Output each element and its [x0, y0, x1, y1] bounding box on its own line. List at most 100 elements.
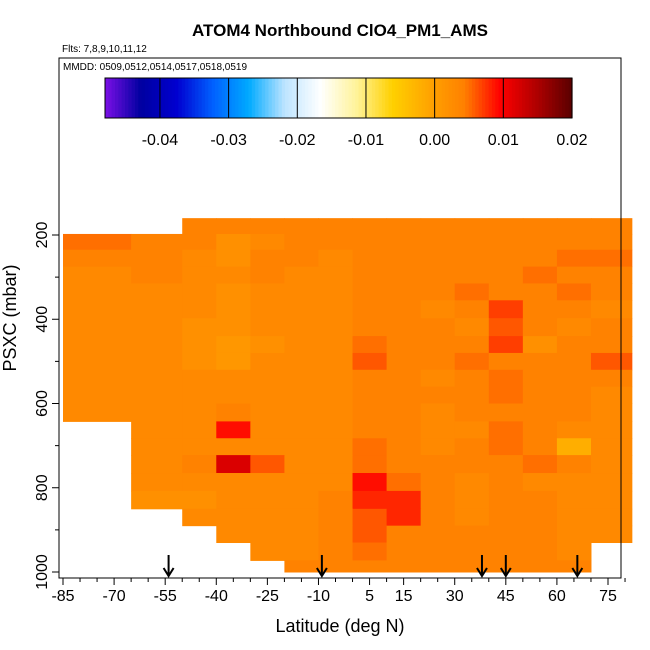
colorbar-segment	[338, 78, 343, 118]
colorbar-segment	[291, 78, 296, 118]
heatmap-cell	[590, 266, 633, 284]
colorbar-segment	[225, 78, 230, 118]
colorbar-segment	[191, 78, 196, 118]
heatmap-cell	[352, 421, 388, 439]
heatmap-cell	[590, 386, 633, 404]
colorbar-segment	[481, 78, 486, 118]
colorbar-segment	[301, 78, 306, 118]
colorbar-segment	[271, 78, 276, 118]
heatmap-cell	[420, 508, 456, 527]
colorbar-segment	[525, 78, 530, 118]
y-tick-label: 400	[34, 306, 51, 333]
heatmap-cell	[182, 508, 217, 527]
colorbar-segment	[235, 78, 240, 118]
heatmap-cell	[488, 369, 524, 388]
colorbar-segment	[395, 78, 400, 118]
colorbar-segment	[221, 78, 226, 118]
colorbar-tick-label: 0.01	[488, 132, 519, 149]
heatmap-cell	[386, 233, 422, 251]
heatmap-cell	[454, 438, 490, 456]
heatmap-cell	[420, 369, 456, 388]
x-tick-label: 45	[497, 588, 515, 605]
heatmap-cell	[216, 490, 251, 510]
flight-arrow-head	[571, 567, 584, 578]
colorbar-segment	[248, 78, 253, 118]
heatmap-cell	[488, 218, 524, 235]
colorbar-segment	[175, 78, 179, 118]
heatmap-cell	[352, 318, 388, 337]
heatmap-cell	[488, 403, 524, 422]
colorbar-segment	[151, 78, 156, 118]
heatmap-cell	[284, 560, 319, 573]
x-tick-label: 75	[599, 588, 617, 605]
colorbar-segment	[391, 78, 396, 118]
colorbar-segment	[325, 78, 330, 118]
colorbar-segment	[321, 78, 326, 118]
colorbar-segment	[311, 78, 316, 118]
heatmap-cell	[131, 266, 183, 284]
heatmap-cell	[590, 318, 633, 337]
heatmap-cell	[284, 369, 319, 388]
heatmap-cell	[556, 403, 592, 422]
heatmap-cell	[250, 455, 285, 474]
panel-frame	[58, 57, 622, 579]
colorbar-segment	[188, 78, 193, 118]
x-tick-label: -55	[154, 588, 177, 605]
colorbar-segment	[308, 78, 313, 118]
heatmap-cell	[386, 542, 422, 561]
dates-note: MMDD: 0509,0512,0514,0517,0518,0519	[63, 62, 247, 73]
heatmap-cell	[522, 266, 558, 284]
colorbar-segment	[258, 78, 263, 118]
heatmap-cell	[420, 336, 456, 354]
x-tick-label: 30	[446, 588, 464, 605]
heatmap-cell	[556, 318, 592, 337]
heatmap-cell	[590, 490, 633, 510]
heatmap-cell	[590, 336, 633, 354]
heatmap-cell	[250, 318, 285, 337]
heatmap-cell	[454, 233, 490, 251]
colorbar-segment	[471, 78, 476, 118]
heatmap-cell	[352, 352, 388, 371]
colorbar-segment	[278, 78, 283, 118]
flight-arrow-head	[499, 567, 512, 578]
heatmap-cell	[318, 369, 354, 388]
heatmap-cell	[352, 542, 388, 561]
heatmap-cell	[216, 266, 251, 284]
heatmap-cell	[386, 352, 422, 371]
heatmap-cell	[488, 473, 524, 492]
x-tick-label: 60	[548, 588, 566, 605]
colorbar-segment	[195, 78, 199, 118]
heatmap-cell	[522, 352, 558, 371]
colorbar-segment	[298, 78, 303, 118]
heatmap-cell	[216, 249, 251, 268]
colorbar-segment	[505, 78, 510, 118]
y-tick-label: 800	[34, 474, 51, 501]
heatmap-cell	[386, 508, 422, 527]
colorbar-segment	[518, 78, 523, 118]
colorbar-tick-label: 0.00	[419, 132, 450, 149]
heatmap-cell	[556, 300, 592, 319]
heatmap-cell	[63, 318, 132, 337]
colorbar-segment	[438, 78, 443, 118]
heatmap-cell	[216, 473, 251, 492]
heatmap-cell	[386, 300, 422, 319]
heatmap-cell	[284, 300, 319, 319]
heatmap-cell	[454, 218, 490, 235]
flight-arrow-head	[162, 567, 175, 578]
heatmap-cell	[556, 283, 592, 301]
heatmap-cell	[522, 490, 558, 510]
heatmap-cell	[522, 369, 558, 388]
heatmap-cell	[63, 403, 132, 422]
heatmap-cell	[522, 421, 558, 439]
heatmap-cell	[284, 283, 319, 301]
colorbar-segment	[448, 78, 453, 118]
colorbar-segment	[511, 78, 516, 118]
heatmap-cell	[131, 283, 183, 301]
heatmap-cell	[454, 490, 490, 510]
heatmap-cell	[284, 249, 319, 268]
heatmap-cell	[488, 490, 524, 510]
colorbar-segment	[145, 78, 149, 118]
heatmap-cell	[590, 525, 633, 544]
heatmap-cell	[182, 490, 217, 510]
x-tick-label: 15	[395, 588, 413, 605]
